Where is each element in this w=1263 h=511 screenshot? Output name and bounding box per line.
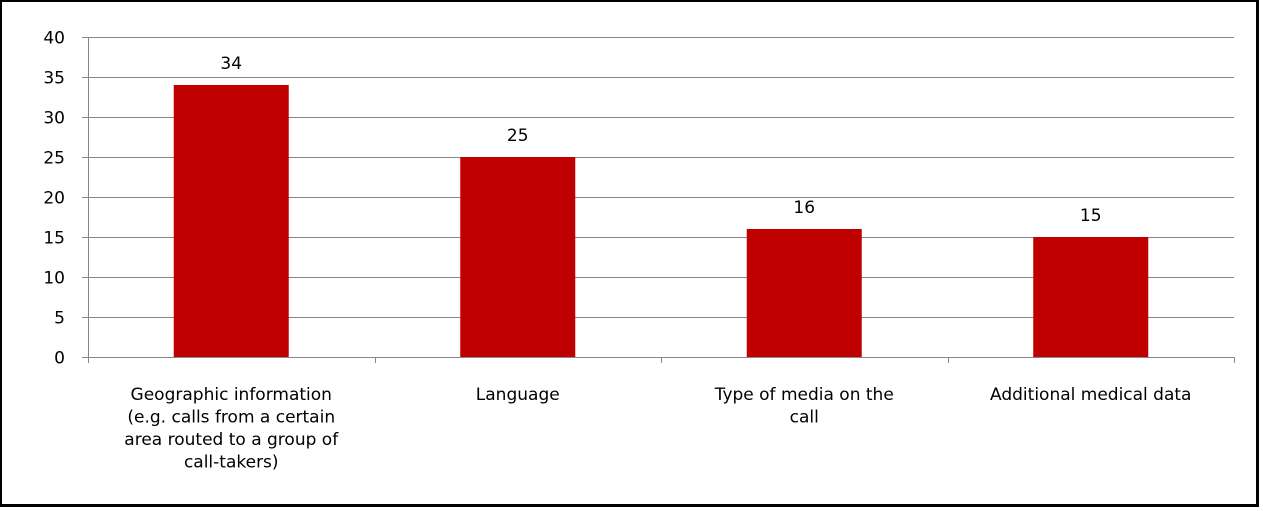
x-category-label-line: Geographic information (131, 385, 332, 405)
x-category-label-line: call-takers) (184, 453, 279, 473)
x-category-label: Geographic information (e.g. calls from a… (124, 385, 339, 473)
y-tick-label: 10 (43, 269, 65, 289)
y-tick-label: 0 (54, 349, 65, 369)
bar (1033, 237, 1149, 357)
bar (746, 229, 862, 357)
x-category-label-line: call (790, 408, 819, 428)
y-tick-label: 5 (54, 309, 65, 329)
bar (173, 85, 289, 357)
y-tick-label: 30 (43, 109, 65, 129)
y-tick-label: 25 (43, 149, 65, 169)
x-category-labels: Geographic information (e.g. calls from a… (124, 385, 1191, 473)
x-category-label-line: area routed to a group of (124, 430, 339, 450)
axes (82, 37, 1235, 363)
x-category-label-line: Type of media on the (714, 385, 894, 405)
x-category-label: Type of media on the call (714, 385, 894, 428)
data-label: 16 (793, 198, 815, 218)
data-label: 25 (507, 126, 529, 146)
x-category-label: Language (476, 385, 560, 405)
data-label: 15 (1080, 206, 1102, 226)
y-tick-labels: 0 5 10 15 20 25 30 35 40 (43, 29, 65, 369)
y-tick-label: 15 (43, 229, 65, 249)
data-labels: 34 25 16 15 (220, 54, 1101, 226)
x-category-label-line: (e.g. calls from a certain (127, 408, 335, 428)
bar (460, 157, 576, 357)
y-tick-label: 40 (43, 29, 65, 49)
x-category-label-line: Additional medical data (990, 385, 1191, 405)
y-tick-label: 20 (43, 189, 65, 209)
bars (173, 85, 1149, 357)
y-tick-label: 35 (43, 69, 65, 89)
x-category-label-line: Language (476, 385, 560, 405)
data-label: 34 (220, 54, 242, 74)
x-category-label: Additional medical data (990, 385, 1191, 405)
